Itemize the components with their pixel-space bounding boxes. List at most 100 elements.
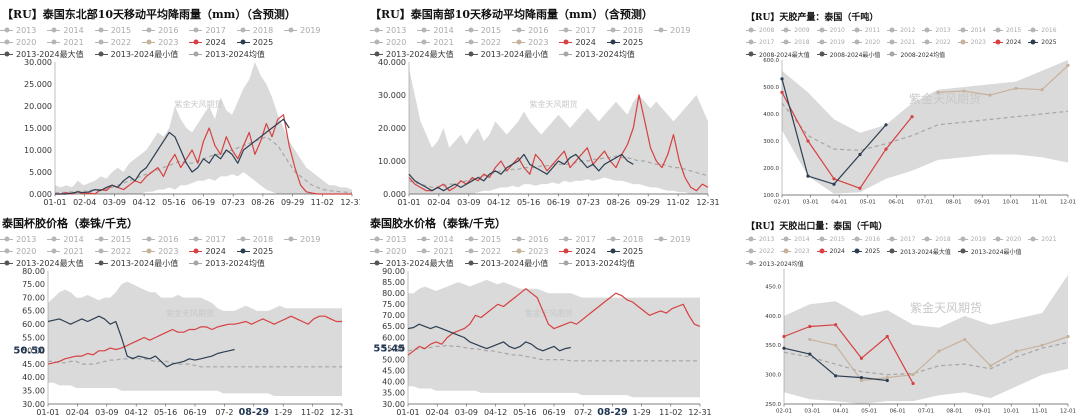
- legend-item[interactable]: 2015: [992, 24, 1021, 36]
- legend-item[interactable]: 2020: [370, 36, 406, 48]
- legend-item[interactable]: 2015: [464, 233, 501, 245]
- legend-item[interactable]: 2023: [512, 245, 548, 257]
- legend-item[interactable]: 2019: [284, 24, 321, 36]
- legend-item[interactable]: 2017: [559, 233, 596, 245]
- legend-item[interactable]: 2013: [922, 24, 951, 36]
- legend-item[interactable]: 2020: [370, 245, 406, 257]
- legend-item[interactable]: 2013-2024最小值: [464, 257, 548, 269]
- legend-item[interactable]: 2019: [654, 24, 691, 36]
- legend-item[interactable]: 2013-2024均值: [559, 257, 635, 269]
- legend-item[interactable]: 2019: [654, 233, 691, 245]
- legend-item[interactable]: 2014: [47, 233, 84, 245]
- legend-item[interactable]: 2018: [922, 233, 951, 245]
- legend-item[interactable]: 2020: [0, 36, 36, 48]
- legend-item[interactable]: 2013-2024最大值: [887, 245, 951, 257]
- legend-item[interactable]: 2025: [851, 245, 880, 257]
- legend-item[interactable]: 2008: [746, 24, 774, 36]
- legend-item[interactable]: 2013-2024均值: [189, 257, 265, 269]
- legend-item[interactable]: 2025: [236, 36, 273, 48]
- legend-item[interactable]: 2020: [0, 245, 36, 257]
- legend-item[interactable]: 2022: [94, 245, 131, 257]
- legend-item[interactable]: 2024: [559, 245, 596, 257]
- legend-item[interactable]: 2013-2024最小值: [94, 48, 178, 60]
- legend-item[interactable]: 2013: [0, 24, 36, 36]
- legend-item[interactable]: 2015: [464, 24, 501, 36]
- legend-item[interactable]: 2021: [417, 245, 454, 257]
- legend-item[interactable]: 2016: [512, 233, 548, 245]
- legend-item[interactable]: 2013-2024最大值: [370, 257, 454, 269]
- legend-item[interactable]: 2013-2024最小值: [94, 257, 178, 269]
- legend-item[interactable]: 2014: [417, 24, 454, 36]
- legend-item[interactable]: 2013-2024最小值: [957, 245, 1022, 257]
- legend-item[interactable]: 2017: [746, 36, 774, 48]
- legend-item[interactable]: 2013: [0, 233, 36, 245]
- legend-item[interactable]: 2013-2024最大值: [0, 257, 84, 269]
- legend-item[interactable]: 2017: [559, 24, 596, 36]
- legend-item[interactable]: 2017: [887, 233, 915, 245]
- legend-item[interactable]: 2025: [606, 36, 643, 48]
- legend-item[interactable]: 2019: [284, 233, 321, 245]
- legend-item[interactable]: 2016: [512, 24, 548, 36]
- legend-item[interactable]: 2022: [464, 36, 501, 48]
- legend-item[interactable]: 2021: [887, 36, 915, 48]
- legend-item[interactable]: 2014: [781, 233, 810, 245]
- legend-item[interactable]: 2013-2024均值: [189, 48, 265, 60]
- legend-item[interactable]: 2025: [1028, 36, 1057, 48]
- legend-item[interactable]: 2023: [512, 36, 548, 48]
- legend-item[interactable]: 2014: [957, 24, 986, 36]
- legend-item[interactable]: 2024: [816, 245, 845, 257]
- legend-item[interactable]: 2018: [236, 233, 273, 245]
- legend-item[interactable]: 2023: [142, 36, 178, 48]
- legend-item[interactable]: 2008-2024最小值: [816, 48, 880, 60]
- legend-item[interactable]: 2020: [851, 36, 880, 48]
- legend-item[interactable]: 2014: [47, 24, 84, 36]
- legend-item[interactable]: 2008-2024均值: [887, 48, 945, 60]
- legend-item[interactable]: 2013-2024最大值: [370, 48, 454, 60]
- legend-item[interactable]: 2013-2024均值: [559, 48, 635, 60]
- legend-item[interactable]: 2025: [236, 245, 273, 257]
- legend-item[interactable]: 2015: [94, 24, 131, 36]
- legend-item[interactable]: 2016: [851, 233, 880, 245]
- legend-item[interactable]: 2016: [142, 233, 178, 245]
- legend-item[interactable]: 2021: [1028, 233, 1057, 245]
- legend-item[interactable]: 2013-2024均值: [746, 257, 804, 269]
- legend-item[interactable]: 2024: [189, 245, 226, 257]
- legend-item[interactable]: 2012: [887, 24, 915, 36]
- legend-item[interactable]: 2018: [236, 24, 273, 36]
- legend-item[interactable]: 2022: [464, 245, 501, 257]
- legend-item[interactable]: 2018: [606, 24, 643, 36]
- legend-item[interactable]: 2017: [189, 24, 226, 36]
- legend-item[interactable]: 2013: [370, 24, 406, 36]
- legend-item[interactable]: 2024: [992, 36, 1021, 48]
- legend-item[interactable]: 2016: [1028, 24, 1057, 36]
- legend-item[interactable]: 2021: [47, 36, 84, 48]
- legend-item[interactable]: 2013: [746, 233, 774, 245]
- legend-item[interactable]: 2019: [816, 36, 845, 48]
- legend-item[interactable]: 2013-2024最小值: [464, 48, 548, 60]
- legend-item[interactable]: 2021: [417, 36, 454, 48]
- legend-item[interactable]: 2018: [781, 36, 810, 48]
- legend-item[interactable]: 2015: [816, 233, 845, 245]
- legend-item[interactable]: 2013: [370, 233, 406, 245]
- legend-item[interactable]: 2023: [142, 245, 178, 257]
- legend-item[interactable]: 2022: [922, 36, 951, 48]
- legend-item[interactable]: 2014: [417, 233, 454, 245]
- legend-item[interactable]: 2024: [189, 36, 226, 48]
- legend-item[interactable]: 2023: [957, 36, 986, 48]
- legend-item[interactable]: 2010: [816, 24, 845, 36]
- legend-item[interactable]: 2013-2024最大值: [0, 48, 84, 60]
- legend-item[interactable]: 2023: [781, 245, 810, 257]
- legend-item[interactable]: 2016: [142, 24, 178, 36]
- legend-item[interactable]: 2017: [189, 233, 226, 245]
- legend-item[interactable]: 2020: [992, 233, 1021, 245]
- legend-item[interactable]: 2018: [606, 233, 643, 245]
- legend-item[interactable]: 2021: [47, 245, 84, 257]
- legend-item[interactable]: 2008-2024最大值: [746, 48, 810, 60]
- legend-item[interactable]: 2011: [851, 24, 880, 36]
- legend-item[interactable]: 2024: [559, 36, 596, 48]
- legend-item[interactable]: 2022: [746, 245, 774, 257]
- legend-item[interactable]: 2022: [94, 36, 131, 48]
- legend-item[interactable]: 2009: [781, 24, 810, 36]
- legend-item[interactable]: 2019: [957, 233, 986, 245]
- legend-item[interactable]: 2025: [606, 245, 643, 257]
